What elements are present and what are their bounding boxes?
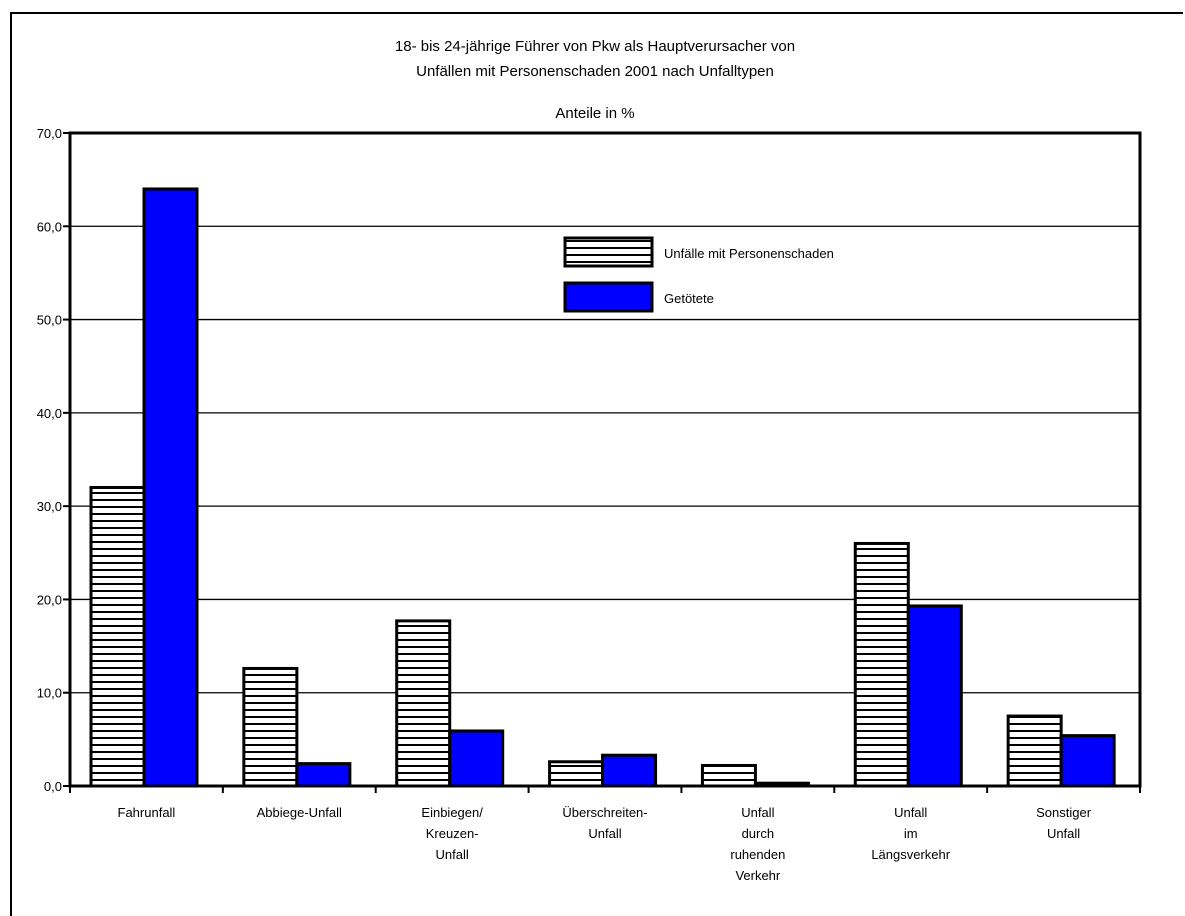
bar-getoetete bbox=[142, 187, 199, 788]
bar-unfaelle bbox=[548, 760, 605, 788]
x-tick-label: Überschreiten- bbox=[562, 805, 647, 820]
x-tick-label: ruhenden bbox=[730, 847, 785, 862]
x-tick-label: Fahrunfall bbox=[118, 805, 176, 820]
chart-frame bbox=[10, 12, 1183, 916]
x-tick-label: Verkehr bbox=[735, 868, 780, 883]
bar-unfaelle bbox=[700, 763, 757, 788]
legend: Unfälle mit Personenschaden Getötete bbox=[563, 236, 834, 313]
y-tick-label: 0,0 bbox=[44, 779, 62, 794]
bar-getoetete bbox=[295, 762, 352, 788]
x-tick-label: Sonstiger bbox=[1036, 805, 1092, 820]
x-tick-label: Unfall bbox=[436, 847, 469, 862]
legend-label-unfaelle: Unfälle mit Personenschaden bbox=[664, 246, 834, 261]
x-tick-label: im bbox=[904, 826, 918, 841]
bar-getoetete bbox=[906, 604, 963, 788]
bar-getoetete bbox=[1059, 734, 1116, 788]
x-tick-label: Kreuzen- bbox=[426, 826, 479, 841]
y-tick-label: 50,0 bbox=[37, 313, 62, 328]
bar-unfaelle bbox=[853, 541, 910, 788]
y-tick-label: 60,0 bbox=[37, 219, 62, 234]
bar-unfaelle bbox=[242, 666, 299, 788]
x-tick-label: Abbiege-Unfall bbox=[257, 805, 342, 820]
y-tick-label: 10,0 bbox=[37, 686, 62, 701]
x-tick-label: Einbiegen/ bbox=[421, 805, 483, 820]
x-tick-label: Unfall bbox=[741, 805, 774, 820]
chart-title-line-2: Unfällen mit Personenschaden 2001 nach U… bbox=[416, 63, 774, 80]
y-tick-label: 20,0 bbox=[37, 592, 62, 607]
chart-title-line-1: 18- bis 24-jährige Führer von Pkw als Ha… bbox=[395, 38, 795, 55]
bar-unfaelle bbox=[1006, 714, 1063, 788]
x-tick-label: durch bbox=[742, 826, 775, 841]
bar-getoetete bbox=[448, 729, 505, 788]
legend-swatch-getoetete bbox=[563, 281, 654, 313]
y-tick-label: 70,0 bbox=[37, 126, 62, 141]
plot-border bbox=[68, 131, 1142, 788]
y-tick-label: 40,0 bbox=[37, 406, 62, 421]
x-tick-label: Längsverkehr bbox=[871, 847, 950, 862]
legend-swatch-unfaelle bbox=[563, 236, 654, 268]
y-tick-label: 30,0 bbox=[37, 499, 62, 514]
chart-subtitle: Anteile in % bbox=[555, 105, 634, 122]
x-tick-label: Unfall bbox=[588, 826, 621, 841]
legend-label-getoetete: Getötete bbox=[664, 291, 714, 306]
x-tick-label: Unfall bbox=[894, 805, 927, 820]
plot-area: 0,0 10,0 20,0 30,0 40,0 50,0 60,0 70,0 Fahrunfal… bbox=[37, 126, 1142, 883]
bar-unfaelle bbox=[89, 485, 146, 788]
bar-unfaelle bbox=[395, 619, 452, 788]
bar-getoetete bbox=[601, 753, 658, 788]
x-tick-label: Unfall bbox=[1047, 826, 1080, 841]
